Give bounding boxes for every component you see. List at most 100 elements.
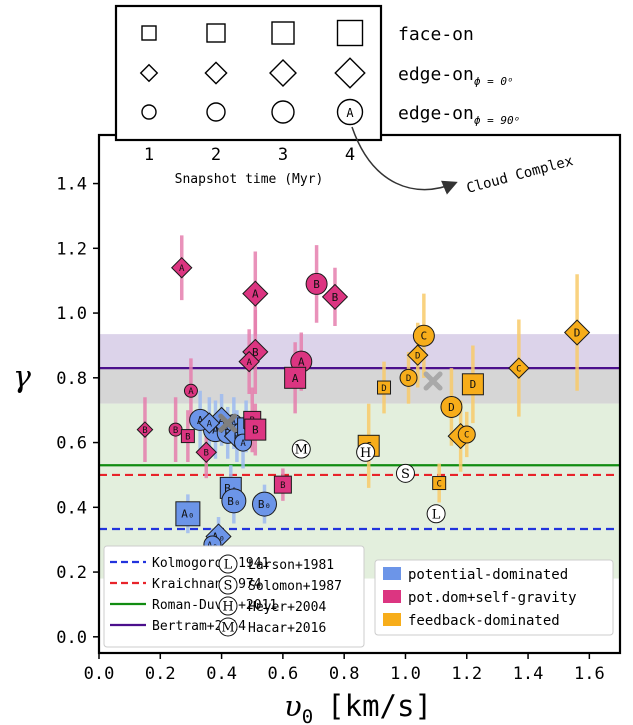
data-point bbox=[377, 380, 392, 395]
legend-group-label: potential-dominated bbox=[408, 567, 568, 583]
key-snapshot-tick: 1 bbox=[144, 145, 154, 165]
data-point-label: D bbox=[406, 374, 411, 384]
reference-lines bbox=[99, 367, 620, 531]
key-marker bbox=[269, 59, 297, 87]
data-point-label: B bbox=[313, 278, 320, 291]
data-point bbox=[412, 324, 435, 347]
data-point-label: A bbox=[240, 439, 246, 449]
data-point-label: D bbox=[448, 401, 455, 414]
data-point bbox=[136, 421, 154, 438]
legend-group-label: pot.dom+self-gravity bbox=[408, 590, 577, 606]
data-point bbox=[175, 501, 201, 527]
legend-observation-letter: H bbox=[222, 600, 233, 615]
key-row-label-main: edge-on bbox=[398, 103, 474, 124]
data-point bbox=[244, 418, 267, 441]
data-point bbox=[198, 412, 221, 434]
data-point-label: C bbox=[516, 364, 521, 374]
data-point-label: B bbox=[173, 426, 178, 436]
observation-letter: L bbox=[432, 507, 441, 522]
key-axis-label: Snapshot time (Myr) bbox=[175, 172, 324, 187]
key-row-label: edge-onϕ = 0ᵒ bbox=[398, 64, 514, 88]
legend-group-swatch bbox=[383, 590, 401, 603]
data-point bbox=[195, 441, 218, 464]
observation-letter: M bbox=[295, 443, 308, 458]
legend-group-label: feedback-dominated bbox=[408, 613, 560, 629]
legend-observation-marker bbox=[218, 596, 238, 616]
key-marker bbox=[334, 57, 366, 89]
data-point bbox=[242, 280, 269, 307]
legend-group-swatch bbox=[383, 613, 401, 626]
y-axis-label: γ bbox=[13, 360, 31, 395]
data-point-label: B bbox=[332, 291, 339, 304]
data-point bbox=[305, 272, 328, 295]
legend-observation-letter: S bbox=[224, 579, 233, 594]
x-tick-label: 1.2 bbox=[451, 664, 482, 684]
data-point bbox=[284, 366, 307, 389]
x-tick-label: 0.4 bbox=[206, 664, 237, 684]
data-point bbox=[321, 283, 349, 310]
data-point bbox=[399, 368, 418, 387]
legend-line-label: Kolmogorov+1941 bbox=[152, 556, 269, 571]
legend-observation-marker bbox=[218, 554, 238, 574]
x-tick-label: 1.6 bbox=[574, 664, 605, 684]
y-tick-label: 1.2 bbox=[56, 239, 87, 259]
key-marker bbox=[336, 98, 364, 126]
key-snapshot-tick: 2 bbox=[211, 145, 221, 165]
key-marker bbox=[141, 104, 157, 120]
data-point bbox=[508, 357, 530, 379]
key-row-label-sub: ϕ = 90ᵒ bbox=[474, 114, 520, 127]
key-marker bbox=[141, 25, 157, 41]
data-point-label: C bbox=[436, 479, 441, 489]
key-row-label-main: face-on bbox=[398, 24, 474, 45]
x-tick-label: 0.8 bbox=[329, 664, 360, 684]
key-row-label-sub: ϕ = 0ᵒ bbox=[474, 75, 514, 88]
legend-line-label: Roman-Duval+2011 bbox=[152, 598, 277, 613]
key-marker bbox=[139, 63, 159, 83]
x-tick-label: 0.0 bbox=[84, 664, 115, 684]
y-tick-label: 0.0 bbox=[56, 628, 87, 648]
data-point-label: C bbox=[421, 330, 428, 343]
data-point-label: A bbox=[212, 424, 219, 437]
data-point-label: B bbox=[252, 346, 259, 359]
data-point bbox=[221, 488, 247, 514]
data-point bbox=[183, 383, 198, 398]
data-point-label: B bbox=[185, 432, 190, 442]
legend-observation-marker bbox=[218, 575, 238, 595]
data-point bbox=[238, 350, 260, 373]
data-point-label: A bbox=[179, 264, 185, 274]
y-tick-label: 0.2 bbox=[56, 563, 87, 583]
y-tick-label: 1.4 bbox=[56, 175, 87, 195]
data-point-label: A bbox=[298, 356, 305, 369]
x-tick-label: 0.2 bbox=[145, 664, 176, 684]
legend-line-label: Kraichnan+1974 bbox=[152, 577, 262, 592]
legend-groups: potential-dominated pot.dom+self-gravity f… bbox=[374, 559, 614, 636]
legend-observation-letter: L bbox=[224, 558, 233, 573]
key-marker bbox=[206, 102, 226, 122]
data-point bbox=[432, 476, 447, 491]
data-point-label: A bbox=[292, 372, 299, 385]
observation-marker bbox=[356, 442, 376, 462]
data-point-label: D bbox=[574, 326, 581, 339]
key-marker bbox=[271, 100, 295, 124]
key-marker bbox=[204, 61, 228, 85]
key-annotation-letter: A bbox=[346, 106, 354, 120]
cloud-complex-markers bbox=[218, 371, 443, 433]
key-row-label: edge-onϕ = 90ᵒ bbox=[398, 103, 520, 127]
observation-marker bbox=[395, 463, 415, 483]
key-snapshot-tick: 4 bbox=[345, 145, 355, 165]
y-tick-label: 0.8 bbox=[56, 369, 87, 389]
x-axis-label: υ0 [km/s] bbox=[284, 689, 432, 725]
data-point-label: C bbox=[464, 431, 469, 441]
x-axis-label-unit: [km/s] bbox=[327, 689, 432, 723]
data-point-label: A bbox=[188, 387, 194, 397]
x-axis-ticks: 0.0 0.2 0.4 0.6 0.8 1.0 1.2 1.4 1.6 bbox=[84, 653, 605, 684]
legend-observation-label: Heyer+2004 bbox=[248, 600, 326, 615]
data-point bbox=[440, 395, 463, 418]
data-point-label: B₀ bbox=[258, 498, 271, 511]
observation-letter: H bbox=[360, 446, 371, 461]
data-point-label: A bbox=[231, 419, 237, 429]
x-axis-label-subscript: 0 bbox=[302, 706, 313, 725]
reference-band bbox=[99, 368, 620, 404]
